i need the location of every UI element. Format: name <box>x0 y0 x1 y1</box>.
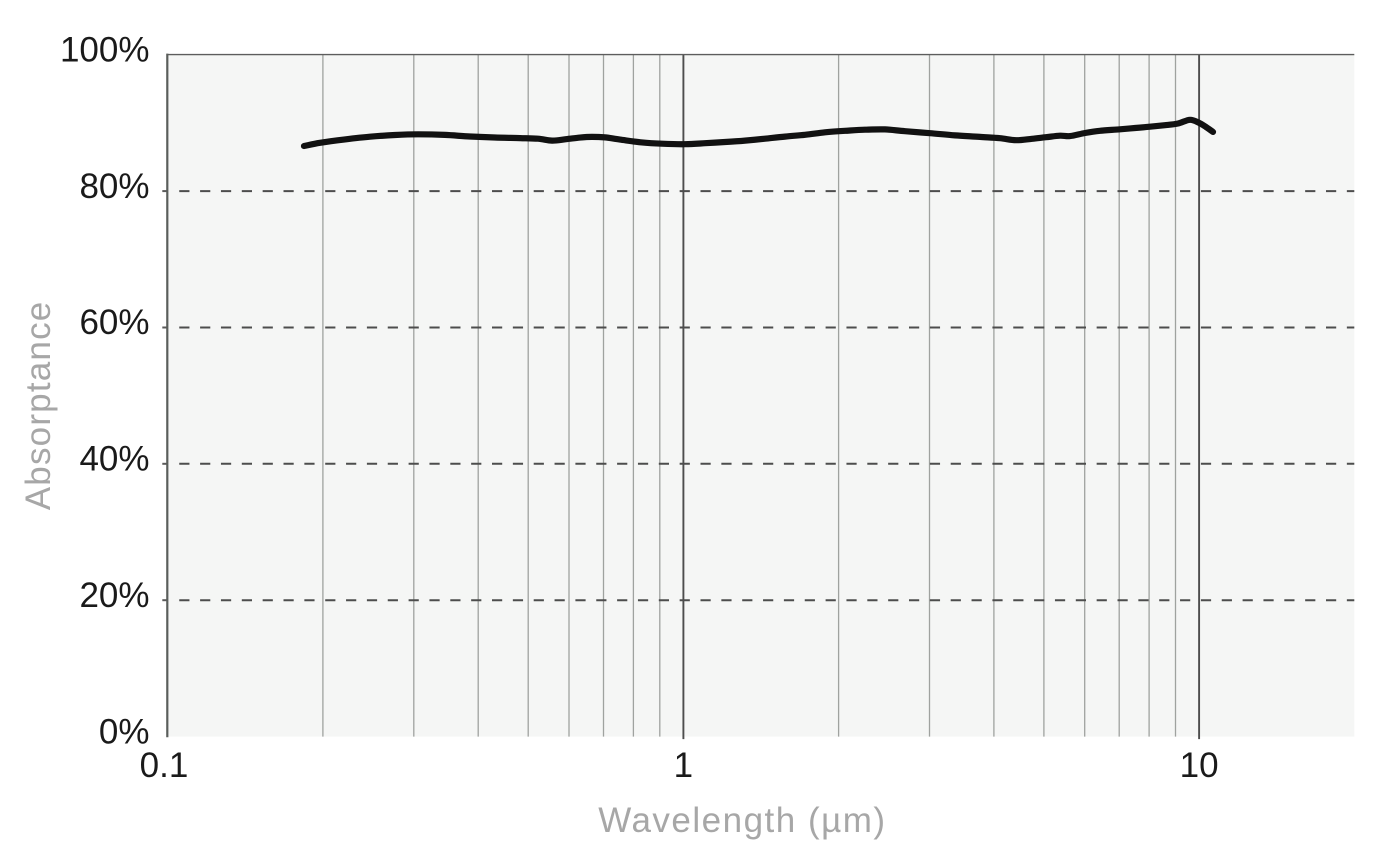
svg-text:60%: 60% <box>79 303 149 342</box>
svg-text:10: 10 <box>1180 746 1219 785</box>
svg-text:40%: 40% <box>79 440 149 479</box>
svg-text:20%: 20% <box>79 576 149 615</box>
svg-text:Wavelength (µm): Wavelength (µm) <box>598 801 886 840</box>
svg-text:100%: 100% <box>60 30 150 69</box>
svg-text:0%: 0% <box>99 712 150 751</box>
svg-text:0.1: 0.1 <box>140 746 189 785</box>
svg-text:80%: 80% <box>79 167 149 206</box>
svg-text:Absorptance: Absorptance <box>19 301 58 511</box>
svg-text:1: 1 <box>674 746 693 785</box>
